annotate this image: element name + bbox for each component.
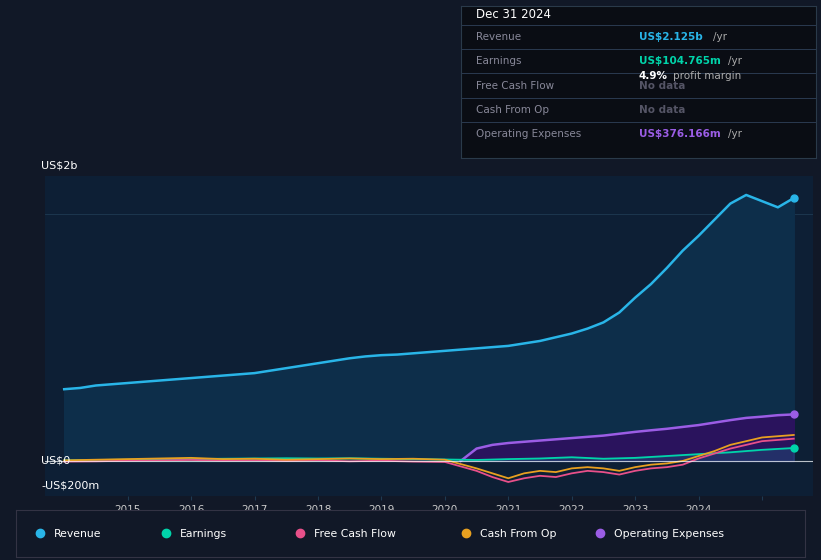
Text: Revenue: Revenue bbox=[475, 32, 521, 42]
Text: US$2b: US$2b bbox=[41, 161, 77, 171]
Text: Earnings: Earnings bbox=[181, 529, 227, 539]
Text: -US$200m: -US$200m bbox=[41, 480, 99, 491]
Text: US$104.765m: US$104.765m bbox=[639, 56, 721, 66]
Text: /yr: /yr bbox=[728, 129, 742, 139]
Text: Dec 31 2024: Dec 31 2024 bbox=[475, 8, 551, 21]
Text: No data: No data bbox=[639, 105, 685, 115]
Text: 4.9%: 4.9% bbox=[639, 71, 667, 81]
Text: US$376.166m: US$376.166m bbox=[639, 129, 721, 139]
Text: No data: No data bbox=[639, 81, 685, 91]
Text: Earnings: Earnings bbox=[475, 56, 521, 66]
Text: Operating Expenses: Operating Expenses bbox=[475, 129, 580, 139]
Text: Operating Expenses: Operating Expenses bbox=[614, 529, 724, 539]
Text: Cash From Op: Cash From Op bbox=[475, 105, 548, 115]
Text: /yr: /yr bbox=[713, 32, 727, 42]
Text: Revenue: Revenue bbox=[54, 529, 102, 539]
Text: US$2.125b: US$2.125b bbox=[639, 32, 703, 42]
Text: Free Cash Flow: Free Cash Flow bbox=[475, 81, 553, 91]
Text: /yr: /yr bbox=[728, 56, 742, 66]
Text: Free Cash Flow: Free Cash Flow bbox=[314, 529, 397, 539]
Text: US$0: US$0 bbox=[41, 456, 71, 466]
Text: Cash From Op: Cash From Op bbox=[479, 529, 557, 539]
Text: profit margin: profit margin bbox=[673, 71, 741, 81]
